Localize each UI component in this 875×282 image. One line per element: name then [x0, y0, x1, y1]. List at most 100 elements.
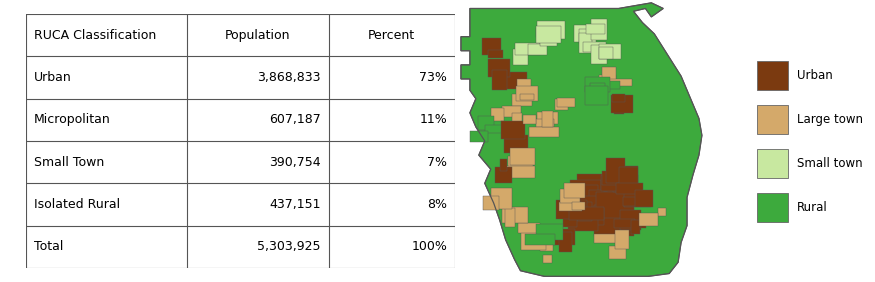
Bar — [587, 175, 606, 195]
Bar — [556, 99, 568, 110]
Bar — [500, 159, 507, 171]
Bar — [564, 203, 578, 227]
FancyBboxPatch shape — [757, 193, 788, 222]
Bar — [536, 26, 561, 43]
Bar — [503, 124, 517, 138]
Text: 11%: 11% — [419, 113, 447, 126]
Bar — [525, 233, 555, 245]
Bar — [537, 112, 558, 124]
Bar — [502, 106, 522, 117]
Bar — [578, 202, 592, 221]
Bar — [602, 67, 616, 87]
Bar — [584, 197, 607, 212]
Bar — [512, 113, 522, 124]
Bar — [508, 156, 533, 171]
Bar — [537, 234, 550, 243]
Bar — [503, 127, 514, 135]
Bar — [488, 50, 503, 58]
Bar — [492, 70, 508, 90]
Bar — [515, 43, 541, 55]
Bar — [598, 43, 621, 60]
Bar — [589, 190, 604, 212]
Bar — [613, 98, 625, 114]
Bar — [536, 119, 554, 127]
Bar — [559, 189, 579, 203]
Bar — [658, 208, 666, 216]
Bar — [513, 49, 528, 65]
Bar — [518, 223, 540, 233]
Bar — [572, 202, 584, 210]
Text: Small town: Small town — [797, 157, 863, 170]
Text: Rural: Rural — [797, 201, 828, 214]
Bar — [470, 131, 488, 142]
Bar — [598, 47, 612, 60]
Text: 3,868,833: 3,868,833 — [257, 71, 321, 84]
Bar — [614, 230, 628, 249]
Bar — [491, 108, 504, 121]
Bar — [584, 191, 600, 210]
Bar — [598, 204, 613, 223]
Bar — [556, 200, 587, 219]
Bar — [614, 219, 634, 228]
Bar — [579, 33, 592, 54]
Bar — [577, 175, 606, 193]
Bar — [509, 148, 535, 166]
Bar — [554, 229, 575, 245]
Bar — [483, 196, 500, 210]
Text: Large town: Large town — [797, 113, 863, 126]
Bar — [528, 44, 547, 55]
Text: 607,187: 607,187 — [269, 113, 321, 126]
Bar — [631, 220, 640, 234]
Bar — [591, 19, 606, 40]
Bar — [585, 23, 605, 34]
Text: 8%: 8% — [427, 198, 447, 211]
Bar — [623, 197, 637, 206]
Bar — [574, 25, 588, 42]
Bar — [609, 79, 632, 86]
Bar — [590, 83, 605, 97]
Bar — [612, 94, 625, 102]
Bar — [520, 94, 535, 100]
Text: Percent: Percent — [368, 29, 416, 42]
Bar — [583, 42, 605, 52]
Bar — [639, 213, 658, 226]
Bar — [522, 115, 536, 124]
Bar — [616, 183, 642, 194]
Bar — [556, 98, 575, 107]
Bar — [529, 127, 559, 138]
Bar — [602, 212, 626, 226]
Bar — [485, 125, 504, 133]
Bar — [579, 28, 596, 45]
Bar — [594, 205, 633, 236]
Bar — [579, 196, 619, 227]
Bar — [570, 207, 604, 220]
Bar — [596, 192, 634, 218]
Bar — [491, 188, 512, 209]
Text: 5,303,925: 5,303,925 — [257, 240, 321, 253]
Bar — [582, 210, 604, 227]
Text: Urban: Urban — [797, 69, 832, 82]
Bar — [504, 135, 528, 153]
Text: Urban: Urban — [34, 71, 72, 84]
Bar — [570, 180, 601, 207]
Text: Isolated Rural: Isolated Rural — [34, 198, 120, 211]
FancyBboxPatch shape — [757, 149, 788, 178]
Text: RUCA Classification: RUCA Classification — [34, 29, 157, 42]
Bar — [564, 183, 584, 199]
Bar — [487, 59, 510, 77]
Bar — [501, 207, 528, 223]
Bar — [536, 21, 565, 39]
Text: Micropolitan: Micropolitan — [34, 113, 111, 126]
FancyBboxPatch shape — [757, 105, 788, 134]
Bar — [581, 179, 595, 191]
Bar — [609, 246, 626, 259]
Bar — [584, 214, 624, 227]
Bar — [601, 175, 625, 191]
Bar — [506, 166, 536, 179]
Bar — [500, 121, 525, 139]
Text: Small Town: Small Town — [34, 156, 104, 169]
Bar — [602, 171, 623, 185]
Text: Population: Population — [225, 29, 290, 42]
Bar — [542, 111, 553, 127]
Bar — [521, 232, 547, 250]
